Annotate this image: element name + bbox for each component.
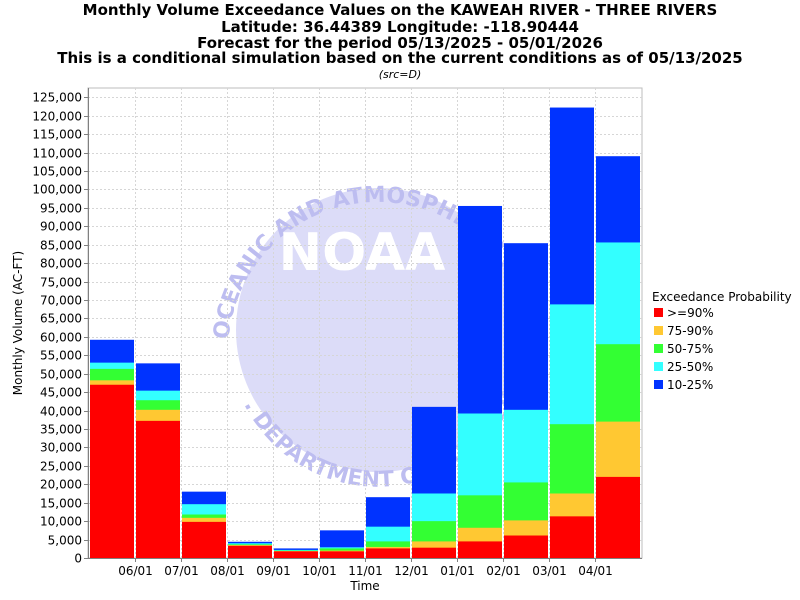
legend-swatch	[654, 326, 663, 335]
legend-swatch	[654, 344, 663, 353]
chart-subtitle: (src=D)	[379, 68, 422, 81]
legend-swatch	[654, 380, 663, 389]
legend-item-label: >=90%	[667, 306, 714, 320]
bar-segment	[504, 535, 548, 558]
title-line-3: Forecast for the period 05/13/2025 - 05/…	[197, 34, 603, 52]
bar-segment	[182, 521, 226, 558]
y-tick-label: 15,000	[40, 497, 82, 511]
y-tick-label: 105,000	[32, 165, 82, 179]
bar-stacks	[90, 107, 640, 558]
bar-segment	[136, 420, 180, 558]
legend-item-label: 50-75%	[667, 342, 713, 356]
y-tick-label: 70,000	[40, 294, 82, 308]
y-tick-label: 110,000	[32, 147, 82, 161]
x-tick-label: 07/01	[164, 564, 199, 578]
x-tick-label: 03/01	[532, 564, 567, 578]
bar-segment	[366, 548, 410, 558]
legend-item-label: 75-90%	[667, 324, 713, 338]
y-tick-label: 90,000	[40, 220, 82, 234]
bar-segment	[274, 551, 318, 558]
y-tick-label: 115,000	[32, 128, 82, 142]
bar-segment	[458, 541, 502, 558]
x-tick-label: 02/01	[486, 564, 521, 578]
noaa-center-text: NOAA	[279, 223, 446, 283]
bar-segment	[228, 545, 272, 558]
x-axis-label: Time	[349, 579, 379, 593]
y-tick-label: 125,000	[32, 91, 82, 105]
y-tick-label: 25,000	[40, 460, 82, 474]
y-tick-label: 45,000	[40, 386, 82, 400]
y-tick-label: 60,000	[40, 331, 82, 345]
y-axis: 0 5,000 10,000 15,000 20,000 25,000 30,000 35,0…	[32, 88, 89, 566]
legend-swatch	[654, 362, 663, 371]
legend: Exceedance Probability >=90% 75-90% 50-75%…	[652, 290, 792, 392]
x-tick-label: 11/01	[348, 564, 383, 578]
x-tick-label: 09/01	[256, 564, 291, 578]
bar-segment	[550, 516, 594, 558]
y-tick-label: 65,000	[40, 312, 82, 326]
y-axis-label: Monthly Volume (AC-FT)	[11, 251, 25, 395]
y-tick-label: 30,000	[40, 441, 82, 455]
title-block: Monthly Volume Exceedance Values on the …	[57, 1, 743, 81]
y-tick-label: 120,000	[32, 110, 82, 124]
bar-segment	[90, 384, 134, 558]
y-tick-label: 35,000	[40, 423, 82, 437]
x-tick-label: 01/01	[440, 564, 475, 578]
x-axis: 06/01 07/01 08/01 09/01 10/01 11/01 12/01 01/01…	[88, 558, 642, 578]
x-tick-label: 10/01	[302, 564, 337, 578]
title-line-2: Latitude: 36.44389 Longitude: -118.90444	[221, 18, 579, 36]
legend-title: Exceedance Probability	[652, 290, 792, 304]
bar-segment	[412, 547, 456, 558]
y-tick-label: 85,000	[40, 239, 82, 253]
y-tick-label: 5,000	[48, 534, 82, 548]
x-tick-label: 06/01	[118, 564, 153, 578]
legend-item-label: 25-50%	[667, 360, 713, 374]
x-tick-label: 08/01	[210, 564, 245, 578]
legend-item-label: 10-25%	[667, 378, 713, 392]
y-tick-label: 80,000	[40, 257, 82, 271]
y-tick-label: 75,000	[40, 276, 82, 290]
y-tick-label: 40,000	[40, 405, 82, 419]
y-tick-label: 55,000	[40, 349, 82, 363]
noaa-emblem-disc	[236, 188, 520, 472]
grid-lines	[88, 88, 642, 558]
title-line-4: This is a conditional simulation based o…	[57, 49, 743, 67]
y-tick-label: 100,000	[32, 183, 82, 197]
x-tick-label: 12/01	[394, 564, 429, 578]
y-tick-label: 0	[74, 552, 82, 566]
legend-swatch	[654, 308, 663, 317]
y-tick-label: 95,000	[40, 202, 82, 216]
y-tick-label: 10,000	[40, 515, 82, 529]
x-tick-label: 04/01	[578, 564, 613, 578]
title-line-1: Monthly Volume Exceedance Values on the …	[83, 1, 718, 19]
bar-segment	[320, 551, 364, 558]
y-tick-label: 20,000	[40, 478, 82, 492]
bar-segment	[596, 476, 640, 558]
y-tick-label: 50,000	[40, 368, 82, 382]
